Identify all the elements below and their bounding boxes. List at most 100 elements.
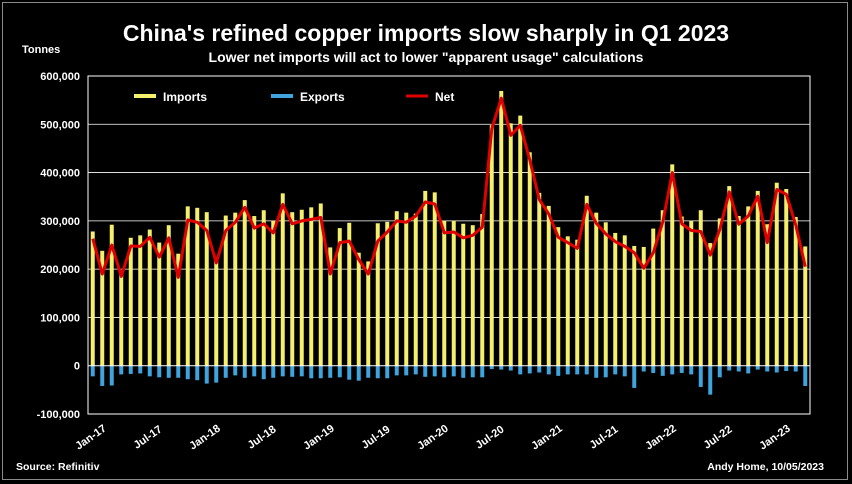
imports-bar: [499, 90, 504, 366]
x-tick-label: Jan-19: [301, 423, 336, 453]
exports-bar: [803, 365, 808, 386]
imports-bar: [394, 211, 399, 366]
exports-bar: [214, 365, 219, 383]
exports-bar: [499, 365, 504, 370]
imports-bar: [584, 195, 589, 366]
exports-bar: [660, 365, 665, 376]
imports-bar: [442, 220, 447, 366]
exports-bar: [204, 365, 209, 384]
imports-bar: [318, 203, 323, 366]
exports-bar: [765, 365, 770, 372]
exports-bar: [518, 365, 523, 375]
imports-bar: [546, 205, 551, 366]
exports-bar: [679, 365, 684, 373]
imports-bar: [508, 123, 513, 366]
y-axis-ticks: 600,000 500,000 400,000 300,000 200,000 100,0…: [37, 71, 80, 421]
exports-bar: [784, 365, 789, 372]
exports-bar: [489, 365, 494, 370]
exports-bar: [290, 365, 295, 377]
imports-bar: [328, 247, 333, 366]
imports-bar: [784, 188, 789, 366]
x-tick-label: Jul-17: [132, 424, 165, 452]
exports-bar: [185, 365, 190, 380]
exports-bar: [157, 365, 162, 378]
exports-bar: [736, 365, 741, 372]
imports-bar: [641, 246, 646, 366]
imports-bar: [280, 193, 285, 366]
exports-bar: [366, 365, 371, 378]
exports-bar: [261, 365, 266, 380]
net-line: [91, 96, 807, 279]
imports-bar: [356, 252, 361, 366]
imports-bar: [518, 115, 523, 366]
plot-area: [87, 75, 811, 415]
imports-bar: [717, 218, 722, 366]
imports-bar: [271, 220, 276, 366]
chart-title: China's refined copper imports slow shar…: [122, 20, 730, 46]
imports-bar: [366, 261, 371, 366]
imports-bar: [727, 186, 732, 366]
exports-bar: [527, 365, 532, 374]
x-tick-label: Jan-18: [187, 423, 222, 453]
exports-bar: [584, 365, 589, 375]
x-tick-label: Jul-19: [360, 424, 393, 452]
x-tick-label: Jan-22: [643, 423, 678, 453]
imports-bar: [157, 242, 162, 366]
exports-bar: [717, 365, 722, 378]
exports-bar: [138, 365, 143, 374]
legend: Imports Exports Net: [134, 90, 454, 104]
imports-bars: [90, 90, 808, 366]
imports-bar: [651, 228, 656, 366]
imports-bar: [195, 207, 200, 366]
imports-bar: [698, 210, 703, 366]
imports-bar: [489, 125, 494, 366]
x-tick-label: Jul-20: [474, 424, 507, 452]
exports-bar: [404, 365, 409, 376]
x-axis-ticks: Jan-17 Jul-17 Jan-18 Jul-18 Jan-19 Jul-19 Jan-…: [73, 423, 792, 453]
exports-bar: [622, 365, 627, 377]
exports-bar: [594, 365, 599, 378]
imports-bar: [632, 245, 637, 366]
exports-bar: [556, 365, 561, 376]
legend-label-exports: Exports: [300, 90, 345, 104]
imports-bar: [261, 210, 266, 366]
imports-bar: [290, 212, 295, 366]
imports-bar: [736, 216, 741, 366]
imports-bar: [565, 236, 570, 366]
imports-bar: [413, 213, 418, 366]
legend-swatch-imports: [134, 94, 156, 98]
exports-bar: [413, 365, 418, 375]
imports-bar: [147, 229, 152, 366]
imports-bar: [774, 182, 779, 366]
imports-bar: [803, 246, 808, 366]
exports-bar: [233, 365, 238, 376]
x-tick-label: Jan-17: [73, 423, 108, 453]
exports-bar: [755, 365, 760, 370]
x-tick-label: Jul-18: [246, 424, 279, 452]
exports-bar: [651, 365, 656, 373]
y-tick-label: 100,000: [40, 312, 80, 324]
legend-label-net: Net: [435, 90, 454, 104]
exports-bar: [299, 365, 304, 377]
imports-bar: [214, 257, 219, 366]
imports-bar: [689, 220, 694, 366]
exports-bar: [109, 365, 114, 386]
exports-bar: [727, 365, 732, 371]
imports-bar: [299, 209, 304, 366]
y-tick-label: 300,000: [40, 216, 80, 228]
exports-bar: [394, 365, 399, 376]
exports-bar: [470, 365, 475, 378]
legend-swatch-exports: [271, 94, 293, 98]
exports-bar: [546, 365, 551, 375]
imports-bar: [90, 231, 95, 366]
imports-bar: [679, 216, 684, 366]
chart-subtitle: Lower net imports will act to lower "app…: [208, 49, 644, 65]
imports-bar: [670, 164, 675, 366]
y-tick-label: 200,000: [40, 264, 80, 276]
imports-bar: [556, 227, 561, 366]
byline: Andy Home, 10/05/2023: [707, 461, 824, 473]
imports-bar: [755, 190, 760, 366]
exports-bar: [176, 365, 181, 378]
source-note: Source: Refinitiv: [16, 461, 100, 473]
